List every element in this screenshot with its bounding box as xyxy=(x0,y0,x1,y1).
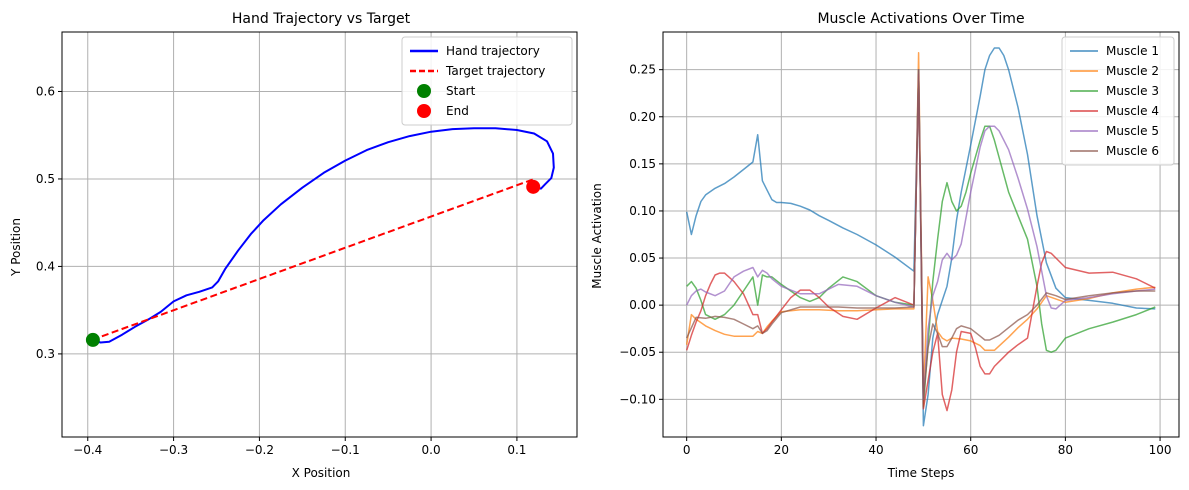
trajectory-ticks: −0.4 −0.3 −0.2 −0.1 0.0 0.1 0.3 0.4 0.5 0.6 xyxy=(36,84,527,457)
muscle-legend-label: Muscle 3 xyxy=(1106,84,1159,98)
muscle-series-line-5 xyxy=(686,68,1156,401)
muscle-x-tick-label: 20 xyxy=(774,443,789,457)
muscle-y-tick-label: 0.10 xyxy=(629,204,656,218)
muscle-chart-title: Muscle Activations Over Time xyxy=(817,11,1024,27)
trajectory-grid xyxy=(62,32,577,437)
trajectory-y-axis-label: Y Position xyxy=(9,218,23,277)
muscle-y-tick-label: −0.05 xyxy=(619,345,656,359)
trajectory-x-axis-label: X Position xyxy=(292,466,351,480)
muscle-legend-box xyxy=(1061,36,1175,166)
trajectory-y-tick-label: 0.5 xyxy=(36,172,55,186)
muscle-y-tick-label: 0.25 xyxy=(629,63,656,77)
muscle-x-tick-label: 80 xyxy=(1058,443,1073,457)
muscle-y-tick-label: 0.05 xyxy=(629,251,656,265)
trajectory-legend-box xyxy=(401,36,573,126)
muscle-y-tick-label: −0.10 xyxy=(619,392,656,406)
muscle-y-axis-label: Muscle Activation xyxy=(590,183,604,288)
trajectory-x-tick-label: 0.0 xyxy=(422,443,441,457)
trajectory-x-tick-label: −0.4 xyxy=(73,443,102,457)
trajectory-marker-start xyxy=(85,332,100,347)
trajectory-chart: Hand Trajectory vs Target X Position Y P… xyxy=(9,11,578,480)
trajectory-legend-marker xyxy=(417,104,431,118)
trajectory-plot-area xyxy=(85,127,555,347)
trajectory-series-line-1 xyxy=(91,127,555,344)
trajectory-x-tick-label: −0.3 xyxy=(159,443,188,457)
trajectory-x-tick-label: −0.2 xyxy=(245,443,274,457)
muscle-legend-label: Muscle 1 xyxy=(1106,44,1159,58)
trajectory-y-tick-label: 0.6 xyxy=(36,84,55,98)
muscle-axes-frame xyxy=(662,31,1180,438)
trajectory-legend-marker xyxy=(417,84,431,98)
muscle-x-axis-label: Time Steps xyxy=(887,466,955,480)
muscle-legend-label: Muscle 6 xyxy=(1106,144,1159,158)
muscle-chart: Muscle Activations Over Time Time Steps … xyxy=(590,11,1180,480)
trajectory-legend-label: End xyxy=(446,104,469,118)
muscle-y-tick-label: 0.00 xyxy=(629,298,656,312)
muscle-legend-label: Muscle 5 xyxy=(1106,124,1159,138)
trajectory-y-tick-label: 0.3 xyxy=(36,347,55,361)
trajectory-marker-end xyxy=(526,179,541,194)
trajectory-axes-frame xyxy=(61,31,578,438)
muscle-legend-label: Muscle 4 xyxy=(1106,104,1159,118)
trajectory-legend-label: Start xyxy=(446,84,476,98)
muscle-legend: Muscle 1 Muscle 2 Muscle 3 Muscle 4 Muscle 5… xyxy=(1061,36,1175,166)
muscle-x-tick-label: 100 xyxy=(1149,443,1172,457)
muscle-series-line-4 xyxy=(685,73,1156,412)
muscle-y-tick-label: 0.15 xyxy=(629,157,656,171)
trajectory-legend-label: Target trajectory xyxy=(445,64,545,78)
muscle-legend-label: Muscle 2 xyxy=(1106,64,1159,78)
muscle-y-tick-label: 0.20 xyxy=(629,110,656,124)
muscle-x-tick-label: 40 xyxy=(868,443,883,457)
trajectory-x-tick-label: −0.1 xyxy=(331,443,360,457)
muscle-x-tick-label: 60 xyxy=(963,443,978,457)
trajectory-y-tick-label: 0.4 xyxy=(36,259,55,273)
trajectory-x-tick-label: 0.1 xyxy=(507,443,526,457)
trajectory-legend: Hand trajectory Target trajectory Start End xyxy=(401,36,573,126)
muscle-series-line-6 xyxy=(686,68,1156,401)
trajectory-series-line-2 xyxy=(91,178,535,341)
muscle-ticks: 0 20 40 60 80 100 −0.10 −0.05 0.00 0.05 0.10 0.15 0.… xyxy=(619,63,1171,457)
muscle-plot-area xyxy=(685,47,1156,427)
trajectory-legend-label: Hand trajectory xyxy=(446,44,540,58)
trajectory-chart-title: Hand Trajectory vs Target xyxy=(232,11,411,27)
muscle-x-tick-label: 0 xyxy=(683,443,691,457)
